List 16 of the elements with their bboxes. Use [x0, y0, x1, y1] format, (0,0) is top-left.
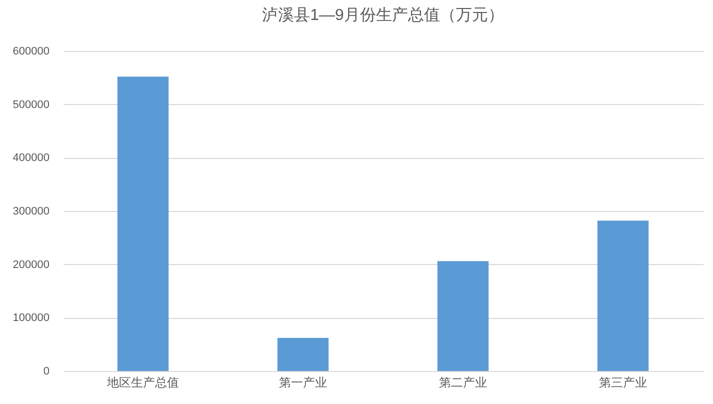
chart-title: 泸溪县1—9月份生产总值（万元） [262, 6, 504, 24]
x-tick-label: 第二产业 [439, 376, 487, 390]
y-tick-label: 400000 [12, 152, 50, 164]
y-tick-label: 0 [43, 366, 50, 378]
y-tick-label: 100000 [12, 312, 50, 324]
x-tick-label: 第三产业 [599, 376, 647, 390]
y-tick-label: 500000 [12, 98, 50, 111]
y-tick-label: 600000 [12, 46, 50, 58]
bar [597, 220, 649, 371]
bar [437, 261, 489, 371]
x-tick-label: 地区生产总值 [106, 376, 179, 390]
x-tick-label: 第一产业 [279, 376, 327, 390]
bar [117, 76, 169, 371]
bar [277, 338, 329, 371]
y-tick-label: 200000 [12, 258, 50, 271]
y-tick-label: 300000 [12, 206, 50, 218]
